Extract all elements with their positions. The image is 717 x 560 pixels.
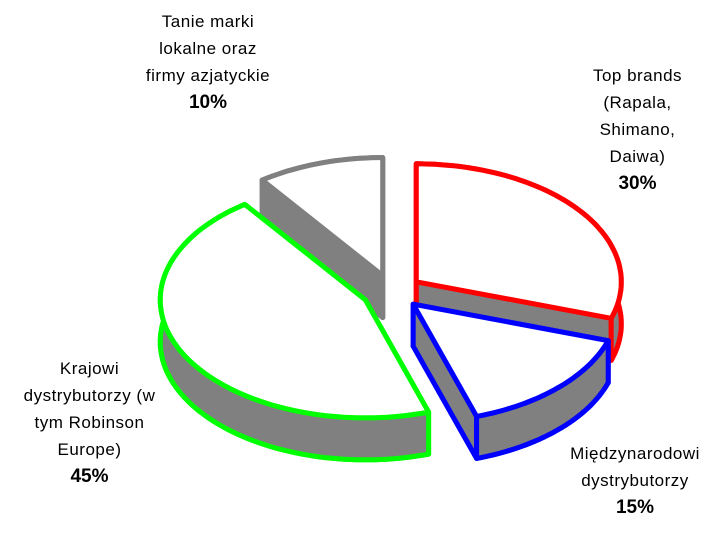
category-label: Międzynarodowi dystrybutorzy [570,444,700,490]
category-label: Krajowi dystrybutorzy (w tym Robinson Eu… [23,359,156,459]
slice-label: Tanie marki lokalne oraz firmy azjatycki… [138,8,278,116]
slice [410,301,611,419]
slice-label: Międzynarodowi dystrybutorzy 15% [565,440,705,521]
value-label: 10% [188,92,228,113]
slice-label: Top brands (Rapala, Shimano, Daiwa) 30% [570,62,705,197]
value-label: 30% [618,173,657,194]
category-label: Tanie marki lokalne oraz firmy azjatycki… [145,12,271,85]
value-label: 45% [70,466,109,487]
category-label: Top brands (Rapala, Shimano, Daiwa) [592,66,683,166]
slice [259,155,386,279]
slice [413,161,624,321]
slice-label: Krajowi dystrybutorzy (w tym Robinson Eu… [22,355,157,490]
value-label: 15% [615,497,655,518]
slice [157,201,432,421]
